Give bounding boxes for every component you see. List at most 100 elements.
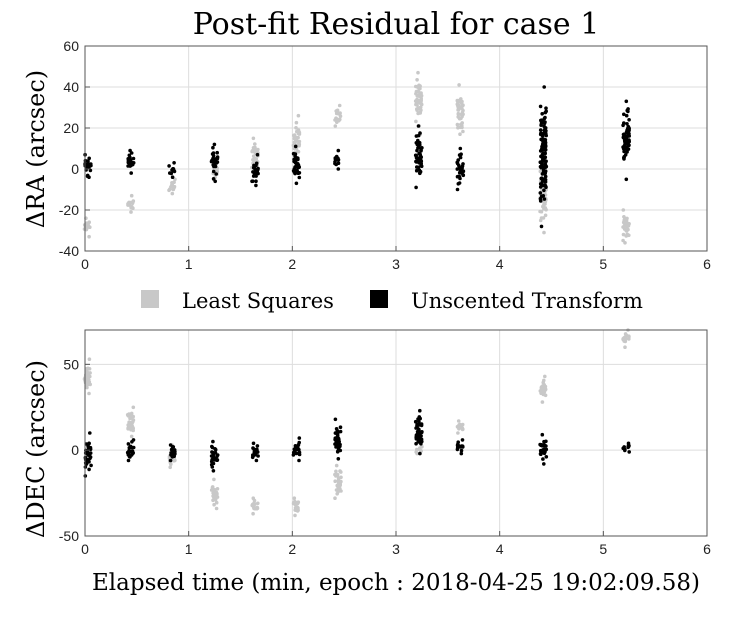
dec-axis-label: ΔDEC (arcsec) [22, 360, 50, 538]
data-point [621, 208, 626, 212]
data-point [87, 467, 91, 472]
data-point [414, 102, 418, 107]
data-point [130, 445, 134, 450]
data-point [296, 442, 301, 447]
data-point [621, 225, 625, 229]
data-point [211, 498, 215, 503]
data-point [538, 182, 543, 186]
data-point [336, 161, 341, 165]
legend: Least Squares Unscented Transform [141, 289, 643, 313]
data-point [541, 204, 545, 209]
data-point [333, 124, 338, 128]
data-point [255, 450, 260, 454]
data-point [170, 191, 175, 196]
legend-swatch-unscented-transform [370, 290, 388, 308]
data-point [416, 124, 421, 128]
data-point [456, 419, 461, 423]
series-unscented-transform [83, 408, 631, 478]
data-point [336, 479, 341, 483]
data-point [542, 159, 546, 163]
data-point [252, 450, 257, 455]
data-point [335, 120, 339, 124]
y-tick-label: 60 [63, 38, 79, 54]
data-point [541, 392, 546, 397]
data-point [414, 84, 418, 89]
data-point [542, 447, 546, 452]
data-point [539, 224, 544, 229]
data-point [251, 441, 256, 446]
data-point [251, 446, 255, 450]
data-point [130, 440, 134, 444]
data-point [127, 420, 131, 425]
data-point [251, 453, 255, 457]
legend-swatch-least-squares [141, 290, 159, 308]
data-point [212, 502, 216, 507]
y-tick-label: -40 [59, 243, 79, 259]
data-point [87, 156, 91, 161]
data-point [131, 156, 136, 161]
data-point [459, 451, 464, 456]
data-point [255, 505, 259, 510]
series-least-squares [82, 70, 631, 245]
data-point [210, 465, 215, 469]
data-point [338, 114, 343, 118]
data-point [418, 408, 422, 413]
data-point [333, 496, 337, 501]
data-point [296, 150, 301, 154]
data-point [418, 86, 422, 91]
data-point [539, 209, 544, 214]
data-point [127, 424, 131, 429]
data-point [254, 179, 258, 183]
data-point [170, 455, 175, 459]
data-point [542, 462, 546, 466]
data-point [85, 173, 90, 178]
data-point [622, 336, 627, 341]
data-point [129, 151, 134, 155]
data-point [460, 171, 464, 175]
x-tick-label: 4 [496, 541, 504, 557]
data-point [126, 414, 131, 418]
data-point [418, 451, 422, 456]
data-point [297, 142, 302, 147]
data-point [88, 382, 92, 387]
data-point [210, 485, 215, 489]
data-point [293, 137, 298, 142]
data-point [538, 128, 543, 132]
data-point [335, 483, 340, 488]
data-point [414, 185, 418, 190]
data-point [544, 131, 548, 136]
data-point [458, 146, 463, 151]
data-point [333, 442, 337, 446]
data-point [544, 106, 548, 110]
data-point [293, 513, 297, 518]
data-point [621, 132, 626, 137]
data-point [339, 470, 343, 474]
data-point [457, 181, 462, 185]
x-tick-label: 6 [703, 541, 711, 557]
data-point [338, 425, 343, 430]
data-point [252, 498, 257, 503]
data-point [538, 132, 543, 137]
data-point [626, 227, 630, 232]
data-point [542, 439, 546, 444]
data-point [250, 179, 255, 183]
data-point [334, 463, 339, 468]
data-point [543, 213, 548, 218]
data-point [211, 145, 215, 150]
data-point [623, 153, 628, 157]
data-point [418, 105, 423, 110]
data-point [251, 146, 256, 150]
data-point [334, 154, 339, 159]
data-point [129, 449, 133, 454]
data-point [544, 109, 548, 114]
data-point [87, 378, 91, 382]
data-point [623, 345, 627, 350]
x-tick-label: 1 [185, 541, 193, 557]
data-point [456, 104, 460, 108]
data-point [538, 448, 543, 453]
data-point [541, 151, 545, 156]
data-point [250, 149, 255, 153]
data-point [417, 160, 421, 165]
data-point [84, 227, 89, 232]
data-point [622, 339, 626, 343]
